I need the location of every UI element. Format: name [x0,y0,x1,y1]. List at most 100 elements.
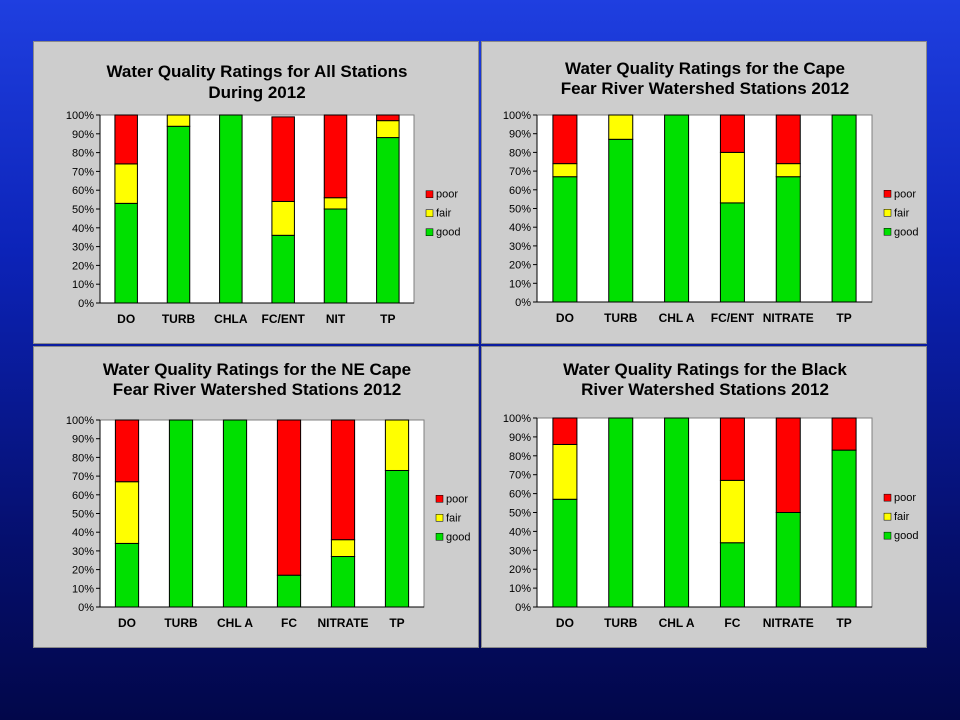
y-tick-label: 70% [509,166,531,178]
y-tick-label: 10% [509,278,531,290]
bar-segment-fair [552,163,578,178]
y-tick-label: 70% [509,470,531,482]
bar-segment-good [219,114,243,304]
chart-panel-all-stations: Water Quality Ratings for All Stations Du… [33,41,479,344]
bar-segment-poor [719,114,745,153]
y-tick-label: 90% [509,129,531,141]
bar-segment-good [168,419,194,608]
legend-swatch-good [425,228,434,236]
bar-segment-good [330,556,356,608]
legend-label-good: good [436,227,460,239]
y-tick-label: 0% [515,602,531,614]
chart-title-line-2: Fear River Watershed Stations 2012 [561,79,850,98]
y-tick-label: 40% [72,223,94,235]
chart-title-line-1: Water Quality Ratings for the NE Cape [103,360,411,379]
bar-segment-fair [775,163,801,178]
plot-area [99,419,425,608]
bar-segment-good [719,542,745,608]
y-tick-label: 10% [72,583,94,595]
legend-label-poor: poor [894,492,916,504]
chart-panel-black-river: Water Quality Ratings for the Black River… [481,346,927,648]
x-category-label: NITRATE [317,616,368,630]
bar-segment-good [552,498,578,608]
y-tick-label: 40% [509,526,531,538]
plot-area [536,417,873,608]
x-category-label: FC [724,616,740,630]
bar-segment-poor [775,417,801,513]
bar-segment-good [831,114,857,303]
bar-segment-good [114,542,140,608]
bar-segment-good [222,419,248,608]
x-category-label: FC [281,616,297,630]
bar-segment-poor [330,419,356,541]
legend-label-poor: poor [894,188,916,200]
y-tick-label: 60% [72,185,94,197]
chart-title-line-1: Water Quality Ratings for All Stations [107,62,408,81]
x-category-label: CHL A [659,616,695,630]
bar-segment-fair [719,479,745,544]
y-tick-label: 40% [509,222,531,234]
x-category-label: NITRATE [763,616,814,630]
y-tick-label: 50% [509,204,531,216]
y-tick-label: 10% [72,279,94,291]
y-tick-label: 0% [78,602,94,614]
legend-swatch-poor [883,190,892,198]
y-tick-label: 60% [509,185,531,197]
chart-title-line-1: Water Quality Ratings for the Black [563,360,847,379]
y-tick-label: 10% [509,583,531,595]
legend-label-fair: fair [436,208,452,220]
bar-segment-fair [114,481,140,544]
y-tick-label: 90% [509,432,531,444]
x-category-label: CHL A [659,311,695,325]
bar-segment-fair [384,419,410,471]
bar-segment-poor [719,417,745,481]
x-category-label: NITRATE [763,311,814,325]
bar-segment-fair [376,120,400,139]
x-category-label: CHLA [214,312,248,326]
y-tick-label: 40% [72,527,94,539]
legend-label-fair: fair [894,207,910,219]
y-tick-label: 30% [72,242,94,254]
x-category-label: TP [380,312,395,326]
bar-segment-fair [608,114,634,140]
legend-swatch-good [883,531,892,540]
y-tick-label: 0% [78,298,94,310]
bar-segment-poor [271,116,295,202]
legend-label-poor: poor [446,493,468,505]
legend-label-poor: poor [436,189,458,201]
y-tick-label: 60% [72,490,94,502]
y-tick-label: 20% [72,565,94,577]
x-category-label: NIT [326,312,346,326]
bar-segment-fair [166,114,191,127]
bar-segment-good [384,469,410,608]
y-tick-label: 80% [509,147,531,159]
y-tick-label: 90% [72,129,94,141]
bar-segment-poor [552,417,578,445]
bar-segment-fair [114,163,138,204]
x-category-label: DO [117,312,135,326]
bar-segment-good [664,417,690,608]
chart-svg: Water Quality Ratings for the BlackRiver… [503,360,919,630]
bar-segment-poor [276,419,302,576]
legend-label-fair: fair [894,511,910,523]
y-tick-label: 20% [72,260,94,272]
chart-title-line-1: Water Quality Ratings for the Cape [565,59,845,78]
y-tick-label: 100% [66,415,94,427]
chart-title-line-2: Fear River Watershed Stations 2012 [113,380,402,399]
bar-segment-good [775,512,801,608]
x-category-label: TURB [162,312,196,326]
bar-segment-poor [376,114,400,122]
y-tick-label: 100% [503,110,531,122]
legend-swatch-fair [883,209,892,217]
y-tick-label: 50% [72,204,94,216]
bar-segment-good [831,449,857,608]
chart-panel-cape-fear: Water Quality Ratings for the Cape Fear R… [481,41,927,344]
x-category-label: TP [836,311,851,325]
y-tick-label: 80% [72,452,94,464]
chart-svg: Water Quality Ratings for All Stations Du… [66,62,461,326]
plot-area [99,114,415,304]
bar-segment-poor [775,114,801,165]
x-category-label: DO [556,311,574,325]
x-category-label: FC/ENT [261,312,305,326]
bar-segment-good [271,234,295,304]
